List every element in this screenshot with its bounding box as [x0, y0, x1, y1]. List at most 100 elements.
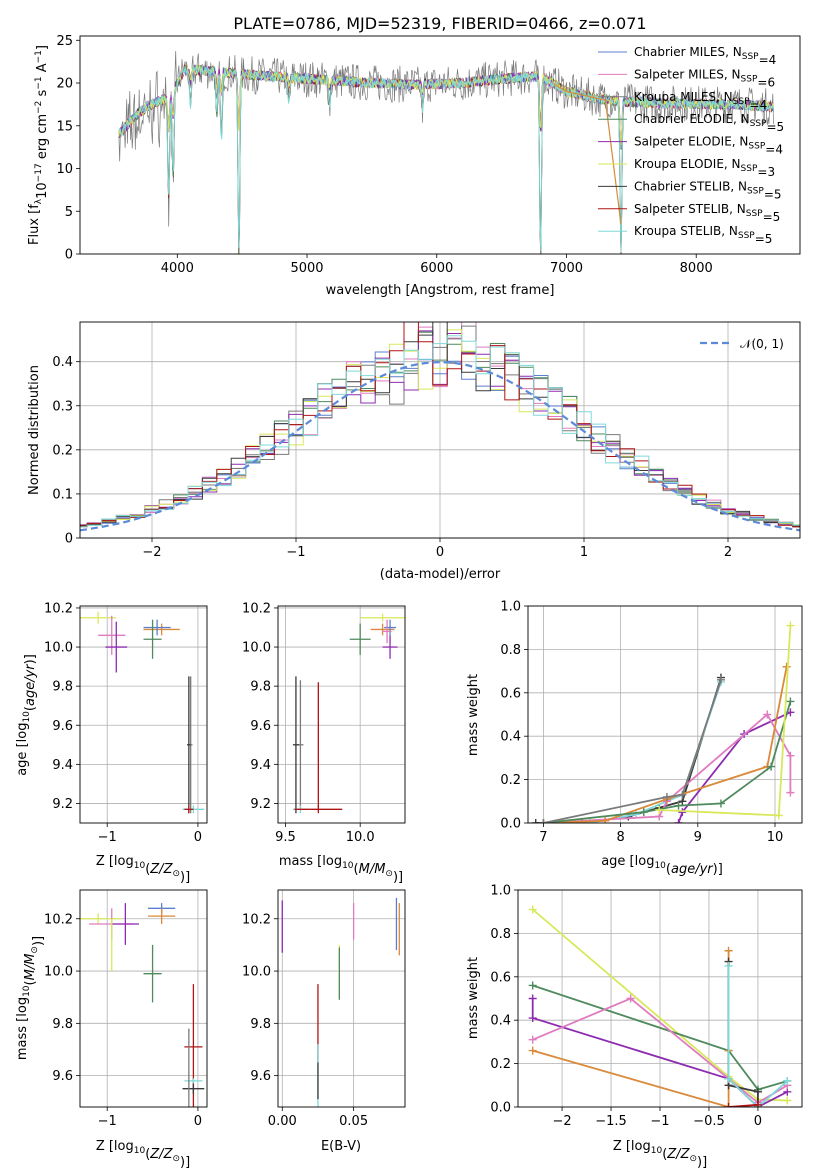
y-tick-label: 0.4: [52, 355, 73, 370]
weight-marker: [528, 905, 537, 914]
weight-marker: [724, 1074, 733, 1083]
y-tick-label: 0.8: [500, 643, 521, 658]
y-tick-label: 0.0: [490, 1101, 511, 1116]
y-tick-label: 9.6: [52, 719, 73, 734]
y-tick-label: 0.2: [500, 773, 521, 788]
x-tick-label: −0.5: [693, 1114, 725, 1129]
x-axis-label: (data-model)/error: [380, 567, 501, 582]
weight-marker: [674, 801, 683, 810]
figure-title: PLATE=0786, MJD=52319, FIBERID=0466, z=0…: [233, 14, 646, 33]
x-tick-label: 4000: [161, 261, 194, 276]
weight-marker: [767, 762, 776, 771]
y-tick-label: 9.8: [52, 1017, 73, 1032]
weight-marker: [678, 790, 687, 799]
x-tick-label: 0.05: [339, 1114, 368, 1129]
y-tick-label: 1.0: [500, 600, 521, 615]
spectrum-plot-area: [118, 50, 774, 254]
y-tick-label: 9.8: [250, 1017, 271, 1032]
y-tick-label: 0.3: [52, 399, 73, 414]
y-tick-label: 0.2: [490, 1057, 511, 1072]
x-tick-label: −2: [552, 1114, 571, 1129]
weight-marker: [528, 1035, 537, 1044]
weight-marker: [716, 799, 725, 808]
x-tick-label: 5000: [290, 261, 323, 276]
weight-marker: [783, 1096, 792, 1105]
y-tick-label: 9.6: [250, 1069, 271, 1084]
weight-marker: [678, 808, 687, 817]
residuals-panel: −2 −1 0 1 2 0 0.1 0.2 0.3 0.4 𝒩(0, 1) (data-model)/…: [27, 321, 801, 582]
x-tick-label: −1: [98, 1114, 117, 1129]
spectrum-line: [118, 64, 774, 146]
x-tick-label: 9: [694, 830, 702, 845]
y-tick-label: 0.4: [490, 1014, 511, 1029]
age-Z-panel: −1 0 9.2 9.4 9.6 9.8 10.0 10.2 Z [log10(Z/Z⊙)] ag…: [15, 601, 208, 885]
y-tick-label: 9.2: [250, 797, 271, 812]
legend-entry: Salpeter MILES, NSSP=6: [634, 67, 775, 89]
legend-entry: Chabrier ELODIE, NSSP=5: [634, 112, 784, 134]
weight-marker: [724, 961, 733, 970]
legend-entry: Chabrier STELIB, NSSP=5: [634, 179, 782, 201]
mass-Z-plot-area: [80, 903, 205, 1107]
weight-line: [535, 677, 722, 823]
weight-age-plot-area: [531, 621, 795, 823]
x-tick-label: 6000: [420, 261, 453, 276]
axes-frame: [79, 889, 208, 1108]
y-tick-label: 0.6: [500, 686, 521, 701]
spectrum-panel: 4000 5000 6000 7000 8000 0 5 10 15 20 25 wavelength…: [27, 34, 801, 298]
weight-marker: [531, 819, 540, 823]
histogram-series: [80, 322, 800, 527]
x-axis-label: Z [log10(Z/Z⊙)]: [96, 1139, 190, 1170]
mass-EBV-plot-area: [281, 897, 400, 1107]
x-axis-label: age [log10(age/yr)]: [601, 854, 723, 877]
legend-entry: Kroupa STELIB, NSSP=5: [634, 224, 772, 246]
legend-entry: Chabrier MILES, NSSP=4: [634, 45, 776, 67]
y-tick-label: 9.8: [250, 680, 271, 695]
legend-entry: Salpeter STELIB, NSSP=5: [634, 202, 780, 224]
y-tick-label: 0.1: [52, 487, 73, 502]
weight-line: [677, 711, 791, 823]
y-tick-label: 9.4: [52, 758, 73, 773]
spectrum-line: [118, 64, 622, 144]
weight-marker: [674, 819, 683, 823]
weight-marker: [753, 1087, 762, 1096]
y-tick-label: 15: [56, 119, 73, 134]
weight-marker: [528, 981, 537, 990]
axes-frame: [79, 321, 801, 539]
y-tick-label: 10.0: [44, 641, 73, 656]
legend-entry: Kroupa MILES, NSSP=4: [634, 90, 767, 112]
y-tick-label: 10.0: [242, 641, 271, 656]
x-tick-label: −2: [142, 545, 161, 560]
weight-line: [543, 713, 792, 823]
x-axis-label: wavelength [Angstrom, rest frame]: [326, 283, 555, 298]
axes-frame: [277, 605, 406, 824]
weight-marker: [528, 1014, 537, 1023]
weight-line: [543, 681, 722, 823]
weight-marker: [528, 1046, 537, 1055]
residuals-plot-area: [80, 322, 800, 532]
axes-frame: [527, 605, 803, 824]
y-tick-label: 10.2: [44, 601, 73, 616]
mass-EBV-panel: 0.00 0.05 9.6 9.8 10.0 10.2 E(B-V): [242, 889, 406, 1154]
axes-frame: [277, 889, 406, 1108]
y-tick-label: 9.4: [250, 758, 271, 773]
weight-marker: [786, 621, 795, 630]
y-tick-label: 10.0: [44, 965, 73, 980]
weight-marker: [724, 1103, 733, 1107]
weight-marker: [724, 946, 733, 955]
x-tick-label: 10.0: [346, 830, 375, 845]
legend-entry: Salpeter ELODIE, NSSP=4: [634, 135, 783, 157]
weight-line: [727, 966, 788, 1107]
y-axis-label: Flux [fλ10−17 erg cm−2 s−1 A−1]: [27, 45, 50, 245]
x-tick-label: 1: [580, 545, 588, 560]
x-tick-label: −1: [98, 830, 117, 845]
y-tick-label: 0: [65, 532, 73, 547]
y-tick-label: 10.2: [242, 912, 271, 927]
spectrum-line: [118, 64, 774, 253]
x-tick-label: 10: [767, 830, 784, 845]
weight-marker: [763, 710, 772, 719]
axes-frame: [79, 35, 801, 255]
weight-marker: [716, 675, 725, 684]
x-tick-label: 9.5: [275, 830, 296, 845]
weight-marker: [539, 819, 548, 823]
